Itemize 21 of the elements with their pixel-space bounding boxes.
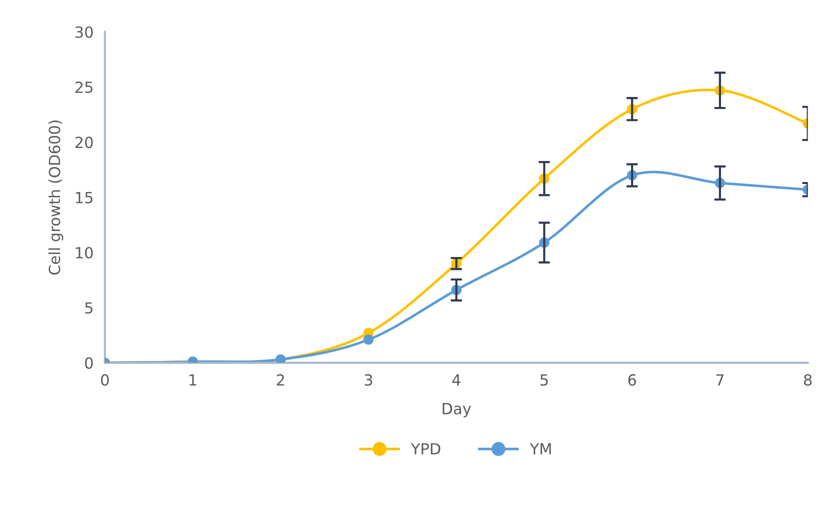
point bbox=[363, 334, 374, 345]
y-axis-title: Cell growth (OD600) bbox=[48, 120, 64, 275]
y-tick-label: 25 bbox=[75, 81, 92, 94]
x-tick-label: 6 bbox=[628, 374, 636, 386]
x-tick-label: 8 bbox=[804, 374, 812, 386]
legend-label: YM bbox=[530, 443, 551, 454]
y-tick-label: 20 bbox=[75, 136, 93, 148]
x-tick-label: 1 bbox=[190, 374, 196, 386]
x-tick-label: 2 bbox=[276, 374, 284, 386]
x-tick-label: 3 bbox=[364, 374, 372, 386]
x-tick-label: 4 bbox=[452, 374, 460, 386]
x-axis-title: Day bbox=[442, 403, 471, 418]
y-tick-label: 30 bbox=[76, 26, 93, 38]
y-tick-label: 10 bbox=[76, 246, 93, 259]
y-tick-label: 5 bbox=[85, 302, 92, 314]
x-tick-label: 0 bbox=[101, 374, 109, 386]
x-tick-label: 5 bbox=[540, 374, 548, 386]
legend-label: YPD bbox=[410, 443, 440, 454]
x-tick-label: 7 bbox=[716, 374, 724, 386]
y-tick-label: 15 bbox=[76, 192, 92, 204]
y-tick-label: 0 bbox=[85, 357, 93, 369]
